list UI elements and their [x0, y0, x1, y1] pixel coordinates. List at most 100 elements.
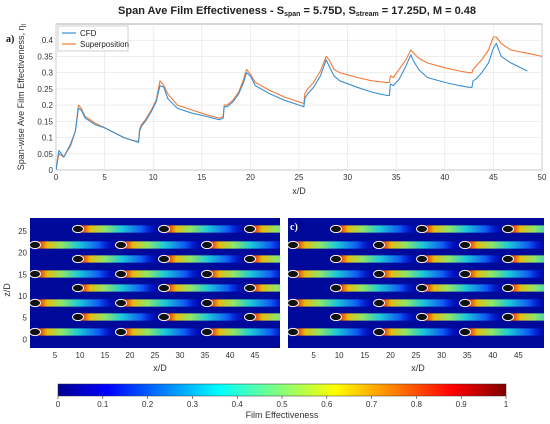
cooling-hole — [30, 240, 41, 250]
colorbar-tick-label: 0.6 — [321, 400, 333, 409]
jet-trail — [419, 225, 504, 233]
cooling-hole — [244, 254, 256, 264]
series-line-cfd — [56, 42, 528, 170]
cooling-hole — [201, 327, 213, 337]
x-tick-label: 15 — [360, 351, 369, 360]
colorbar-tick-label: 0.9 — [456, 400, 468, 409]
jet-trail — [290, 328, 375, 336]
y-tick-label: 25 — [18, 227, 27, 236]
legend-a: CFD Superposition — [57, 25, 129, 52]
cooling-hole — [459, 327, 471, 337]
cooling-hole — [30, 269, 41, 279]
jet-trail — [505, 284, 544, 292]
cooling-hole — [373, 240, 385, 250]
x-tick-label: 30 — [343, 173, 352, 182]
x-tick-label: 15 — [197, 173, 206, 182]
cooling-hole — [416, 283, 428, 293]
cooling-hole — [158, 312, 170, 322]
x-tick-label: 20 — [246, 173, 255, 182]
colorbar-tick-label: 0.8 — [411, 400, 423, 409]
cooling-hole — [115, 269, 127, 279]
y-axis-label-a: Span-wise Ave Film Effectiveness, ηf — [16, 23, 28, 170]
jet-trail — [333, 225, 418, 233]
x-tick-label: 40 — [440, 173, 449, 182]
colorbar-tick-label: 0.3 — [187, 400, 199, 409]
x-axis-label-b: x/D — [153, 363, 167, 373]
y-tick-label: 0.25 — [37, 85, 53, 94]
jet-trail — [505, 313, 544, 321]
jet-trail — [161, 225, 246, 233]
jet-trail — [204, 270, 280, 278]
cooling-hole — [502, 283, 514, 293]
cooling-hole — [158, 224, 170, 234]
cooling-hole — [416, 312, 428, 322]
cooling-hole — [201, 298, 213, 308]
cooling-hole — [244, 224, 256, 234]
jets-c — [288, 224, 550, 337]
colorbar-ticks: 0 0.1 0.2 0.3 0.4 0.5 0.6 0.7 0.8 0.9 1 — [56, 396, 509, 409]
x-tick-label: 15 — [101, 351, 110, 360]
legend-label-cfd: CFD — [80, 29, 97, 38]
cooling-hole — [30, 327, 41, 337]
jet-trail — [376, 270, 461, 278]
y-tick-label: 0 — [49, 166, 54, 175]
jet-trail — [32, 270, 117, 278]
contour-plot-b — [30, 218, 280, 348]
contour-plot-c — [288, 218, 544, 348]
cooling-hole — [115, 327, 127, 337]
cooling-hole — [288, 298, 299, 308]
cooling-hole — [416, 254, 428, 264]
cooling-hole — [30, 298, 41, 308]
jet-trail — [376, 241, 461, 249]
jet-trail — [75, 225, 160, 233]
x-tick-label: 50 — [538, 173, 547, 182]
cooling-hole — [288, 240, 299, 250]
y-tick-label: 0 — [23, 335, 28, 344]
cooling-hole — [158, 283, 170, 293]
jets-b — [30, 224, 280, 337]
x-tick-label: 25 — [412, 351, 421, 360]
jet-trail — [419, 313, 504, 321]
x-tick-label: 40 — [226, 351, 235, 360]
cooling-hole — [115, 240, 127, 250]
y-tick-label: 0.3 — [42, 69, 54, 78]
x-tick-label: 40 — [488, 351, 497, 360]
colorbar — [57, 383, 507, 397]
jet-trail — [75, 313, 160, 321]
cooling-hole — [201, 240, 213, 250]
jet-trail — [462, 270, 544, 278]
x-tick-label: 20 — [126, 351, 135, 360]
colorbar-tick-label: 0.2 — [142, 400, 154, 409]
jet-trail — [118, 241, 203, 249]
x-tick-label: 25 — [151, 351, 160, 360]
y-tick-label: 0.4 — [42, 36, 54, 45]
jet-trail — [505, 225, 544, 233]
jet-trail — [505, 255, 544, 263]
x-tick-label: 10 — [149, 173, 158, 182]
x-tick-label: 5 — [102, 173, 107, 182]
cooling-hole — [546, 328, 550, 335]
x-tick-label: 45 — [489, 173, 498, 182]
cooling-hole — [244, 283, 256, 293]
cooling-hole — [546, 241, 550, 248]
colorbar-tick-label: 0 — [56, 400, 61, 409]
x-tick-label: 10 — [76, 351, 85, 360]
x-tick-label: 35 — [201, 351, 210, 360]
ticks-b: 5 10 15 20 25 30 35 40 45 0 5 10 15 20 25 — [18, 227, 260, 360]
cooling-hole — [502, 224, 514, 234]
y-tick-label: 5 — [23, 314, 28, 323]
y-tick-label: 0.1 — [42, 134, 54, 143]
jet-trail — [204, 328, 280, 336]
cooling-hole — [459, 240, 471, 250]
x-tick-label: 45 — [251, 351, 260, 360]
cooling-hole — [72, 283, 84, 293]
jet-trail — [290, 241, 375, 249]
cooling-hole — [416, 224, 428, 234]
y-tick-label: 0.35 — [37, 52, 53, 61]
x-tick-label: 35 — [392, 173, 401, 182]
jet-trail — [290, 299, 375, 307]
x-tick-label: 5 — [311, 351, 316, 360]
y-tick-label: 20 — [18, 249, 27, 258]
y-axis-label-b: z/D — [2, 283, 12, 297]
x-axis-label-c: x/D — [411, 363, 425, 373]
